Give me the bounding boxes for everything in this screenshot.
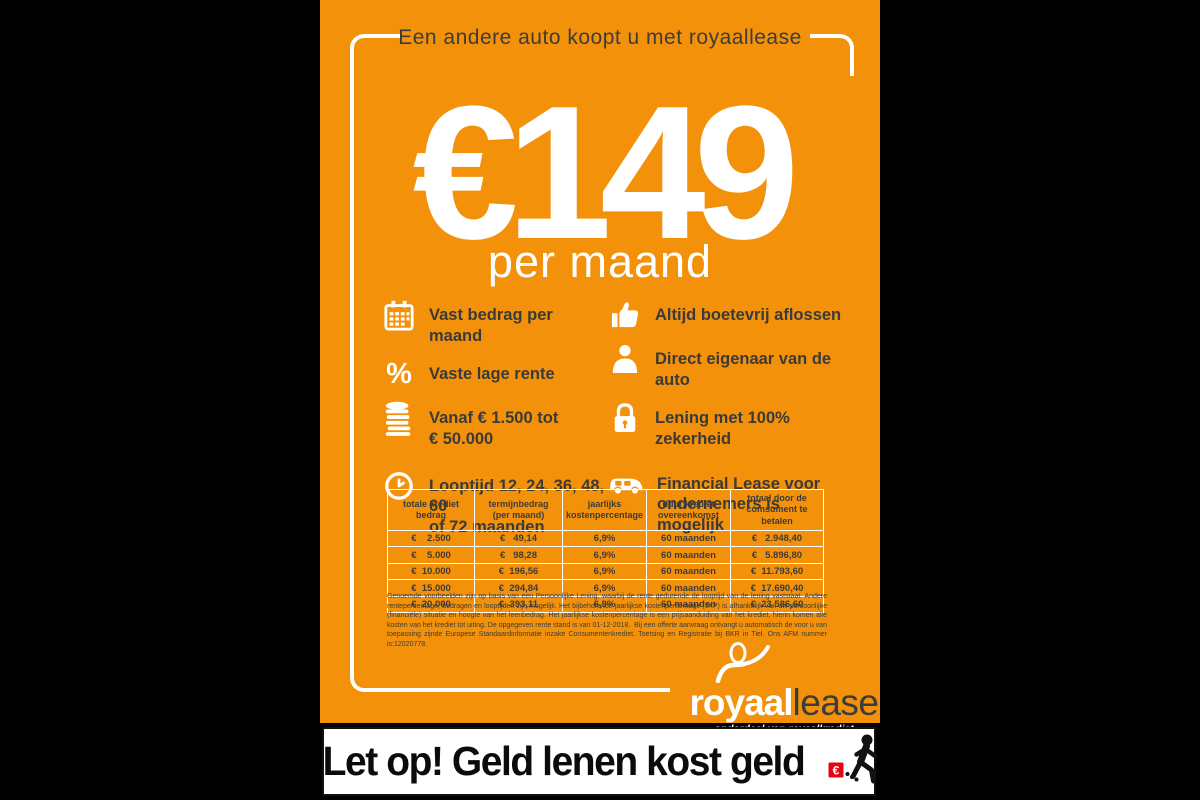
cell: 60 maanden [646,546,731,564]
feature-label: Altijd boetevrij aflossen [655,306,842,324]
table-row: € 15.000 € 294,84 6,9% 60 maanden € 17.6… [387,579,824,597]
cell: € 49,14 [474,529,563,548]
cell: 60 maanden [646,562,731,581]
table-row: € 10.000 € 196,56 6,9% 60 maanden € 11.7… [387,562,824,581]
feature-label: Direct eigenaar van de auto [655,350,832,389]
col-header: totale krediet bedrag [387,489,475,531]
royaallease-logo: royaallease onderdeel van royaalkrediet [690,641,879,735]
percent-icon: % [386,357,412,390]
cell: 60 maanden [646,529,731,548]
col-header: termijnbedrag (per maand) [474,489,563,531]
table-row: € 5.000 € 98,28 6,9% 60 maanden € 5.896,… [387,546,824,564]
col-header: jaarlijks kostenpercentage [562,489,647,531]
cell: € 11.793,60 [730,562,824,581]
coins-icon [382,402,416,437]
feature-item: % Vaste lage rente [382,358,608,390]
cell: € 5.000 [387,546,475,564]
cell: € 2.500 [387,529,475,548]
feature-label: Lening met 100% zekerheid [655,409,790,448]
feature-item: Vanaf € 1.500 tot € 50.000 [382,402,608,449]
feature-item: Vast bedrag per maand [382,299,608,346]
svg-text:€: € [832,764,839,778]
feature-list: Vast bedrag per maand % Vaste lage rente [382,299,850,549]
table-header-row: totale krediet bedrag termijnbedrag (per… [387,489,824,531]
col-header: totaal door de comsument te betalen [730,489,824,531]
logo-wordmark: royaallease [690,684,879,721]
cell: € 2.948,40 [730,529,824,548]
royaallease-poster: Een andere auto koopt u met royaallease … [320,0,880,735]
cell: 6,9% [562,562,647,581]
col-header: duur krediet overeenkomst [646,489,731,531]
feature-column-left: Vast bedrag per maand % Vaste lage rente [382,299,608,549]
feature-label: Vaste lage rente [429,365,555,384]
poster-headline: Een andere auto koopt u met royaallease [398,26,802,49]
price-amount: €149 [412,67,800,279]
calendar-icon [382,299,416,331]
cell: € 98,28 [474,546,563,564]
thumbs-up-icon [608,299,642,331]
logo-word-bold: royaal [689,682,794,723]
table-row: € 20.000 € 393,11 6,9% 60 maanden € 23.5… [387,595,824,614]
feature-label: Vast bedrag per maand [429,306,553,345]
person-icon [608,343,642,375]
logo-word-light: lease [792,682,879,723]
price-period: per maand [487,236,713,287]
feature-item: Lening met 100% zekerheid [608,402,850,449]
cell: € 23.586,60 [730,595,824,614]
feature-label: Vanaf € 1.500 tot € 50.000 [429,409,559,448]
credit-warning-bar: Let op! Geld lenen kost geld € [322,727,877,796]
cell: 6,9% [562,529,647,548]
cell: € 5.896,80 [730,546,824,564]
legal-disclaimer: Genoemde voorbeelden zijn op basis van e… [387,593,827,648]
feature-item: Direct eigenaar van de auto [608,343,850,390]
lock-icon [608,402,642,434]
credit-warning-text: Let op! Geld lenen kost geld [322,738,805,784]
cell: 60 maanden [646,595,731,614]
cell: € 196,56 [474,562,563,581]
table-row: € 2.500 € 49,14 6,9% 60 maanden € 2.948,… [387,529,824,548]
cell: 6,9% [562,546,647,564]
cell: € 10.000 [387,562,475,581]
money-chain-walker-icon: € [827,733,889,790]
rates-table: totale krediet bedrag termijnbedrag (per… [387,489,824,614]
logo-figure-icon [714,641,780,688]
feature-item: Altijd boetevrij aflossen [608,299,850,331]
